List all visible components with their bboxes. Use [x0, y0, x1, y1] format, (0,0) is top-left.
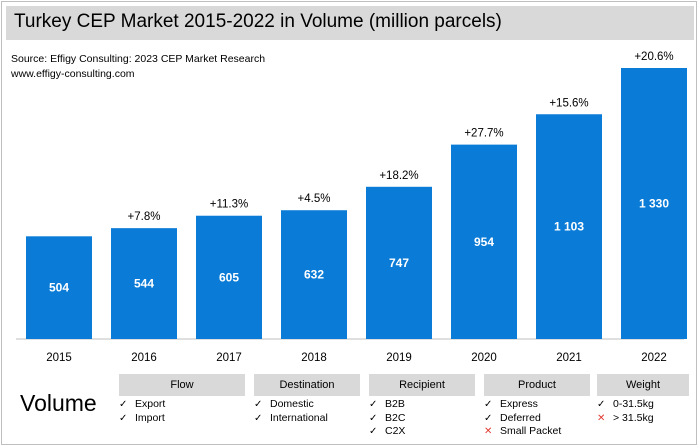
x-tick-2018: 2018 — [301, 352, 327, 364]
value-label-2015: 504 — [49, 281, 69, 295]
check-icon: ✓ — [369, 412, 378, 424]
growth-label-2022: +20.6% — [634, 51, 673, 63]
category-items-flow: ✓ Export ✓ Import — [119, 398, 245, 425]
value-label-2021: 1 103 — [554, 220, 584, 234]
check-icon: ✓ — [369, 426, 378, 437]
list-item: ✓ Export — [119, 398, 245, 412]
category-destination: Destination ✓ Domestic ✓ International — [254, 374, 360, 424]
list-item-label: Small Packet — [500, 425, 562, 437]
bar-chart: 504 2015 544 +7.8% 2016 605 +11.3% 2017 632 +4.5%… — [16, 51, 687, 364]
check-icon: ✓ — [484, 399, 493, 410]
category-weight: Weight ✓ 0-31.5kg ✕ > 31.5kg — [597, 374, 689, 424]
list-item: ✕ > 31.5kg — [597, 412, 689, 426]
growth-label-2017: +11.3% — [210, 199, 248, 211]
list-item-label: Deferred — [500, 411, 541, 424]
x-tick-2021: 2021 — [556, 352, 582, 364]
bar-2019 — [366, 186, 432, 339]
bars-layer: 504 2015 544 +7.8% 2016 605 +11.3% 2017 632 +4.5%… — [26, 51, 687, 364]
value-label-2016: 544 — [134, 277, 154, 291]
bar-2021 — [536, 114, 602, 339]
value-label-2020: 954 — [474, 235, 494, 249]
growth-label-2018: +4.5% — [298, 193, 331, 205]
list-item-label: International — [270, 411, 328, 424]
list-item-label: B2B — [385, 398, 405, 410]
check-icon: ✓ — [254, 412, 263, 424]
list-item-label: C2X — [385, 425, 406, 437]
value-label-2017: 605 — [219, 270, 239, 284]
check-icon: ✓ — [254, 399, 263, 410]
list-item: ✓ B2B — [369, 398, 475, 412]
bar-2016 — [111, 228, 177, 339]
list-item: ✕ Small Packet — [484, 425, 590, 439]
category-header-destination: Destination — [279, 379, 335, 391]
x-tick-2017: 2017 — [216, 352, 242, 364]
list-item: ✓ Deferred — [484, 412, 590, 426]
x-tick-2019: 2019 — [386, 352, 412, 364]
category-recipient: Recipient ✓ B2B ✓ B2C ✓ C2X — [369, 374, 475, 437]
list-item: ✓ International — [254, 412, 360, 426]
list-item: ✓ Express — [484, 398, 590, 412]
category-product: Product ✓ Express ✓ Deferred ✕ Small Packet — [484, 374, 590, 437]
list-item: ✓ C2X — [369, 425, 475, 439]
check-icon: ✓ — [484, 412, 493, 424]
category-header-product: Product — [518, 379, 556, 391]
list-item-label: > 31.5kg — [613, 411, 654, 424]
category-items-weight: ✓ 0-31.5kg ✕ > 31.5kg — [597, 398, 689, 425]
x-tick-2022: 2022 — [641, 352, 667, 364]
category-flow: Flow ✓ Export ✓ Import — [119, 374, 245, 424]
growth-label-2021: +15.6% — [549, 97, 588, 109]
website-text: www.effigy-consulting.com — [11, 68, 135, 80]
list-item: ✓ 0-31.5kg — [597, 398, 689, 412]
list-item: ✓ Import — [119, 412, 245, 426]
list-item: ✓ B2C — [369, 412, 475, 426]
list-item-label: Export — [135, 398, 166, 410]
growth-label-2016: +7.8% — [128, 211, 161, 223]
chart-title: Turkey CEP Market 2015-2022 in Volume (m… — [14, 11, 502, 32]
category-header-weight: Weight — [625, 379, 661, 391]
check-icon: ✓ — [119, 412, 128, 424]
category-header-flow: Flow — [170, 379, 194, 391]
cross-icon: ✕ — [597, 412, 606, 424]
list-item: ✓ Domestic — [254, 398, 360, 412]
bar-2018 — [281, 210, 347, 339]
list-item-label: B2C — [385, 411, 406, 424]
bar-2020 — [451, 144, 517, 339]
category-items-product: ✓ Express ✓ Deferred ✕ Small Packet — [484, 398, 590, 439]
value-label-2018: 632 — [304, 268, 324, 282]
cross-icon: ✕ — [484, 426, 493, 437]
list-item-label: Express — [500, 398, 538, 410]
volume-label: Volume — [20, 390, 97, 416]
source-text: Source: Effigy Consulting: 2023 CEP Mark… — [11, 53, 266, 65]
value-label-2019: 747 — [389, 256, 409, 270]
value-label-2022: 1 330 — [639, 197, 669, 211]
growth-label-2020: +27.7% — [464, 128, 503, 140]
category-header-recipient: Recipient — [399, 379, 445, 391]
category-items-recipient: ✓ B2B ✓ B2C ✓ C2X — [369, 398, 475, 439]
x-tick-2020: 2020 — [471, 352, 497, 364]
check-icon: ✓ — [597, 399, 606, 410]
category-items-destination: ✓ Domestic ✓ International — [254, 398, 360, 425]
bar-2022 — [621, 68, 687, 339]
list-item-label: Import — [135, 411, 165, 424]
growth-label-2019: +18.2% — [379, 170, 418, 182]
check-icon: ✓ — [119, 399, 128, 410]
bar-2017 — [196, 215, 262, 339]
bar-2015 — [26, 236, 92, 339]
x-tick-2015: 2015 — [46, 352, 72, 364]
list-item-label: 0-31.5kg — [613, 398, 654, 410]
x-tick-2016: 2016 — [131, 352, 157, 364]
check-icon: ✓ — [369, 399, 378, 410]
title-bar: Turkey CEP Market 2015-2022 in Volume (m… — [6, 6, 694, 40]
list-item-label: Domestic — [270, 398, 314, 410]
